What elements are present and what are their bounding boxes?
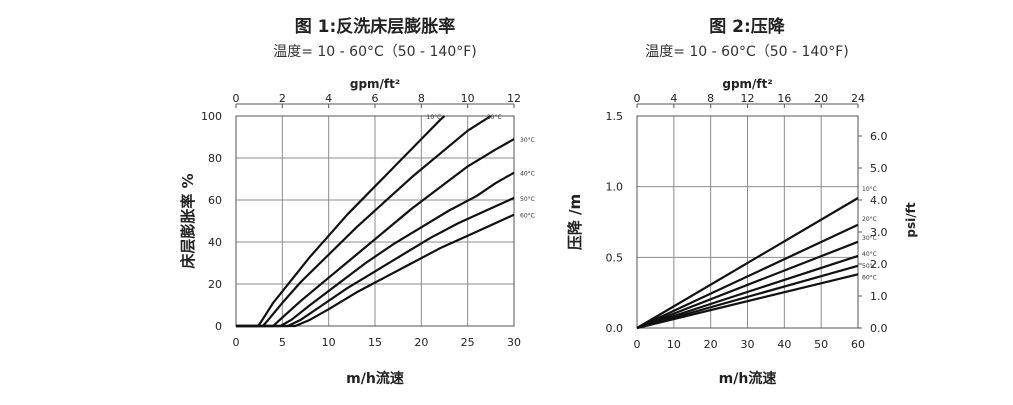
chart1-subtitle: 温度= 10 - 60°C（50 - 140°F) [273,44,477,60]
chart1-y-axis-label: 床层膨胀率 % [179,173,197,268]
chart2-x-tick-label: 30 [741,338,755,351]
chart2-series-line [636,264,859,330]
chart2-series-label: 40°C [862,251,877,258]
chart2-y2-tick-label: 5.0 [870,162,888,175]
chart1-plot-frame [235,115,515,327]
chart1-series-label: 10°C [427,114,442,121]
chart2-x2-tick-label: 0 [634,92,641,105]
chart2-y-tick-label: 1.0 [606,181,624,194]
chart2-y2-tick-label: 2.0 [870,258,888,271]
chart2-series-label: 50°C [862,263,877,270]
chart2-series-line [636,197,859,329]
chart1-x2-tick-label: 8 [418,92,425,105]
chart2-x2-tick-label: 16 [777,92,791,105]
chart2-y-tick-label: 0.0 [606,322,624,335]
chart1-x-tick-label: 0 [233,336,240,349]
chart1-x2-tick-label: 12 [507,92,521,105]
chart2-series-line [636,273,859,330]
chart2-x-tick-label: 0 [634,338,641,351]
chart1-y-tick-label: 80 [208,152,222,165]
chart2-y-axis-label: 压降 /m [566,194,584,250]
chart2-x2-tick-label: 20 [814,92,828,105]
chart1-y-tick-label: 40 [208,236,222,249]
chart2-x-tick-label: 20 [704,338,718,351]
chart1-y-tick-label: 0 [215,320,222,333]
chart1-x2-tick-label: 10 [461,92,475,105]
chart1-y-tick-label: 20 [208,278,222,291]
chart2-series-line [636,254,859,330]
chart1-series-label: 30°C [520,137,535,144]
chart2-x2-axis-label: gpm/ft² [722,77,772,91]
chart1-series-label: 20°C [487,114,502,121]
chart2-x-axis-label: m/h流速 [719,370,777,387]
chart1-series-line [236,115,492,328]
chart2-x2-tick-label: 8 [707,92,714,105]
chart1-x2-axis-label: gpm/ft² [350,77,400,91]
chart1-series-label: 50°C [520,196,535,203]
chart2-y2-tick-label: 4.0 [870,194,888,207]
chart1-y-tick-label: 100 [201,110,222,123]
chart2-y-tick-label: 1.5 [606,110,624,123]
chart2-y2-tick-label: 0.0 [870,322,888,335]
chart2-x-tick-label: 60 [851,338,865,351]
chart2-x-tick-label: 40 [777,338,791,351]
chart2-title: 图 2:压降 [709,17,785,37]
chart1-series-line [236,115,446,328]
chart1-x-axis-label: m/h流速 [346,370,404,387]
chart2-series-label: 20°C [862,216,877,223]
chart1-series-line [236,213,515,328]
chart2-series-label: 60°C [862,274,877,281]
chart1-x2-tick-label: 0 [233,92,240,105]
chart2-y2-tick-label: 1.0 [870,290,888,303]
chart2-subtitle: 温度= 10 - 60°C（50 - 140°F) [645,44,849,60]
chart2-series-label: 10°C [862,186,877,193]
chart2-x-tick-label: 50 [814,338,828,351]
chart1-series-line [236,138,515,328]
chart2-y-tick-label: 0.5 [606,251,624,264]
chart1-x-tick-label: 25 [461,336,475,349]
chart2-y2-axis-label: psi/ft [904,202,918,237]
chart2-x-tick-label: 10 [667,338,681,351]
chart2-y2-tick-label: 6.0 [870,130,888,143]
chart1-series-line [236,171,515,328]
chart2-series-line [636,240,859,330]
chart2-series-line [636,223,859,329]
chart1-x2-tick-label: 2 [279,92,286,105]
chart1-x2-tick-label: 6 [372,92,379,105]
chart2-y2-tick-label: 3.0 [870,226,888,239]
chart1-x-tick-label: 30 [507,336,521,349]
chart1-series-line [236,196,515,328]
chart1-series-label: 40°C [520,171,535,178]
chart2-series-label: 30°C [862,235,877,242]
chart1-y-tick-label: 60 [208,194,222,207]
chart1-series-label: 60°C [520,213,535,220]
chart1-x-tick-label: 5 [279,336,286,349]
chart1-title: 图 1:反洗床层膨胀率 [294,17,456,37]
chart2-x2-tick-label: 4 [670,92,677,105]
chart2-x2-tick-label: 24 [851,92,865,105]
chart1-x-tick-label: 10 [322,336,336,349]
chart1-x-tick-label: 20 [414,336,428,349]
chart1-x-tick-label: 15 [368,336,382,349]
chart1-x2-tick-label: 4 [325,92,332,105]
chart2-x2-tick-label: 12 [741,92,755,105]
